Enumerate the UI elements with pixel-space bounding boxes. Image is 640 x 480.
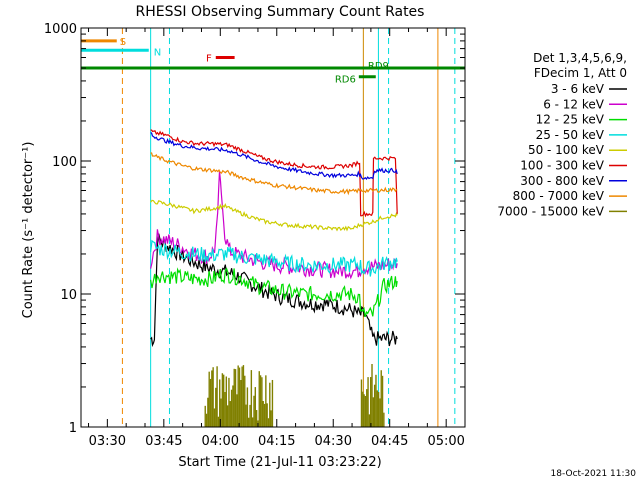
series-line-6	[150, 132, 398, 180]
annotation-label-f: F	[206, 54, 212, 65]
legend-label: 7000 - 15000 keV	[497, 204, 604, 218]
series-7	[150, 152, 398, 196]
x-tick-label: 04:30	[315, 434, 352, 449]
x-tick-label: 03:45	[145, 434, 182, 449]
series-line-7	[150, 152, 398, 196]
y-tick-label: 1	[69, 421, 77, 436]
x-tick-label: 04:15	[258, 434, 295, 449]
data-series	[150, 129, 398, 427]
series-2	[150, 267, 398, 318]
y-axis-label: Count Rate (s⁻¹ detector⁻¹)	[21, 142, 36, 319]
series-3	[150, 239, 398, 277]
annotation-label-s: S	[120, 37, 126, 48]
x-tick-label: 03:30	[89, 434, 126, 449]
series-line-4	[150, 199, 398, 232]
x-tick-label: 05:00	[427, 434, 464, 449]
legend-label: 100 - 300 keV	[520, 159, 604, 173]
legend-label: 3 - 6 keV	[551, 82, 605, 96]
x-tick-label: 04:45	[371, 434, 408, 449]
legend-label: 800 - 7000 keV	[513, 189, 605, 203]
x-axis: 03:30 03:45 04:00 04:15 04:30 04:45 05:00	[88, 28, 466, 449]
legend-label: 12 - 25 keV	[536, 113, 605, 127]
plot-frame	[80, 27, 466, 428]
legend-label: 50 - 100 keV	[528, 143, 605, 157]
chart-title: RHESSI Observing Summary Count Rates	[136, 4, 425, 20]
series-6	[150, 132, 398, 180]
y-tick-label: 10	[60, 288, 77, 303]
series-line-3	[150, 239, 398, 277]
series-4	[150, 199, 398, 232]
annotation-bars: S N F RD9 RD6	[81, 37, 465, 86]
series-8	[204, 363, 385, 427]
legend-header-1: Det 1,3,4,5,6,9,	[533, 51, 627, 65]
annotation-label-rd6: RD6	[335, 75, 356, 86]
annotation-label-n: N	[154, 47, 161, 58]
x-tick-label: 04:00	[202, 434, 239, 449]
annotation-label-rd9: RD9	[368, 61, 389, 72]
legend-header-2: FDecim 1, Att 0	[534, 66, 627, 80]
footer-date: 18-Oct-2021 11:30	[551, 469, 637, 479]
legend-label: 300 - 800 keV	[520, 174, 604, 188]
legend-label: 6 - 12 keV	[543, 97, 605, 111]
series-line-5	[150, 129, 398, 218]
y-axis: 1 10 100 1000	[44, 22, 465, 436]
y-tick-label: 100	[52, 155, 77, 170]
orbit-markers	[121, 28, 456, 427]
series-line-2	[150, 267, 398, 318]
y-tick-label: 1000	[44, 22, 77, 37]
legend-label: 25 - 50 keV	[536, 128, 605, 142]
series-5	[150, 129, 398, 218]
x-axis-label: Start Time (21-Jul-11 03:23:22)	[178, 455, 381, 470]
